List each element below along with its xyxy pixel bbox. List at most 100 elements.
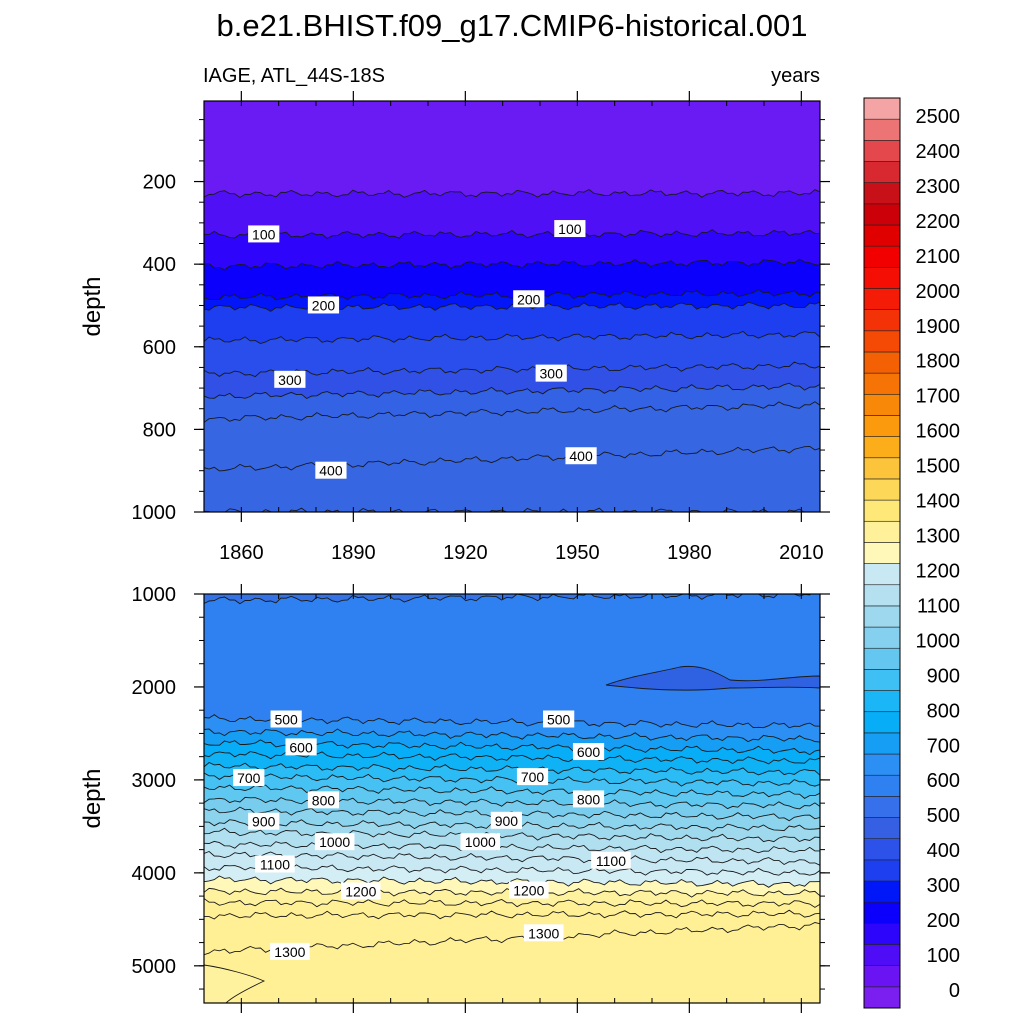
contour-label: 200 [307,296,340,314]
contour-label-text: 800 [577,791,601,807]
contour-label: 800 [572,790,605,808]
contour-line [204,806,820,822]
colorbar-label: 1200 [916,560,961,582]
colorbar-swatch [863,182,901,205]
contour-label-text: 500 [547,711,571,727]
contour-line [204,229,820,239]
contour-label: 1300 [523,924,564,942]
colorbar-label: 200 [927,910,960,932]
y-tick-label: 600 [143,337,176,359]
colorbar-swatch [863,944,901,966]
contour-line [204,728,820,743]
contour-line [204,258,820,271]
contour-line [204,361,820,378]
contour-line [204,863,820,876]
contour-line [204,445,820,472]
colorbar-swatch [863,732,901,755]
contour-line [204,772,820,787]
colorbar-label: 1300 [916,526,961,548]
y-tick-label: 3000 [132,770,177,792]
contour-label-text: 900 [252,814,276,830]
colorbar-swatch [863,224,901,247]
colorbar-label: 500 [927,805,960,827]
y-tick-label: 2000 [132,677,177,699]
contour-label-text: 1200 [345,883,376,899]
y-tick-label: 4000 [132,863,177,885]
colorbar-label: 900 [927,665,960,687]
colorbar-swatch [863,203,901,226]
contour-line [204,898,820,908]
contour-label: 1200 [341,882,381,900]
x-tick-label: 1950 [555,542,600,564]
contour-label: 600 [285,738,317,756]
contour-label: 100 [248,225,280,243]
contour-label-text: 1100 [260,856,290,872]
colorbar: 0 100 200 300 400 500 600 700 800 900 1000 1100 1200… [863,97,961,1009]
right-subtitle: years [771,65,820,87]
contour-label: 1300 [270,942,310,960]
upper-panel: 100 100 200 200 300 300 400 400 200 400 600 800 1000… [79,91,830,564]
colorbar-swatch [863,415,901,437]
axis-ticks: 200 400 600 800 1000 1860 1890 1920 1950 1980 2010 [132,91,830,564]
lower-panel: 500 500 600 600 700 700 800 800 900 900 1000 1000 11… [79,584,830,1013]
contour-label-text: 700 [521,769,545,785]
colorbar-swatch [863,584,901,607]
contour-label: 600 [572,743,605,761]
contour-line [204,761,820,776]
contour-label-text: 500 [274,711,298,727]
colorbar-swatch [863,923,901,945]
colorbar-label: 800 [927,700,960,722]
y-tick-label: 1000 [132,584,177,606]
contour-label: 900 [490,811,522,829]
colorbar-swatch [863,669,901,691]
contour-label: 700 [233,769,265,787]
figure-title: b.e21.BHIST.f09_g17.CMIP6-historical.001 [216,8,807,43]
colorbar-swatch [863,457,901,480]
contour-line [204,827,820,843]
contour-label-text: 1300 [274,944,305,960]
colorbar-swatch [863,97,901,120]
colorbar-swatch [863,140,901,162]
colorbar-label: 2500 [916,106,961,128]
colorbar-label: 2400 [916,141,961,163]
colorbar-swatch [863,563,901,586]
x-tick-label: 2010 [779,542,824,564]
contour-line [204,401,820,423]
contour-line [204,188,820,199]
colorbar-label: 2100 [916,246,961,268]
colorbar-swatch [863,711,901,734]
contour-label: 1100 [255,855,295,873]
colorbar-swatch [863,499,901,522]
contour-label: 1000 [460,833,501,851]
contour-label-text: 100 [558,221,582,237]
colorbar-swatch [863,774,901,797]
contour-line [204,330,820,344]
contour-label: 400 [315,461,347,479]
contour-line [204,382,820,400]
colorbar-label: 1900 [916,316,961,338]
y-tick-label: 400 [143,254,176,276]
contour-label-text: 800 [312,792,336,808]
contour-label-text: 200 [312,297,336,313]
contour-label-text: 400 [569,448,593,464]
colorbar-label: 1800 [916,351,961,373]
colorbar-label: 100 [927,945,960,967]
left-subtitle: IAGE, ATL_44S-18S [203,65,385,87]
colorbar-swatch [863,542,901,564]
contour-line [204,288,820,301]
colorbar-swatch [863,796,901,818]
colorbar-swatch [863,901,901,924]
contour-label-text: 1300 [528,925,559,941]
contour-line [204,594,812,605]
colorbar-label: 0 [949,980,960,1002]
contour-label-text: 1000 [319,834,350,850]
contour-label-text: 600 [289,739,313,755]
colorbar-swatch [863,372,901,395]
contour-label-text: 1000 [465,834,496,850]
band-fill [204,446,820,512]
colorbar-label: 1500 [916,456,961,478]
x-tick-label: 1890 [331,542,376,564]
band-fill [204,922,820,1003]
y-tick-label: 200 [143,172,176,194]
colorbar-label: 600 [927,770,960,792]
